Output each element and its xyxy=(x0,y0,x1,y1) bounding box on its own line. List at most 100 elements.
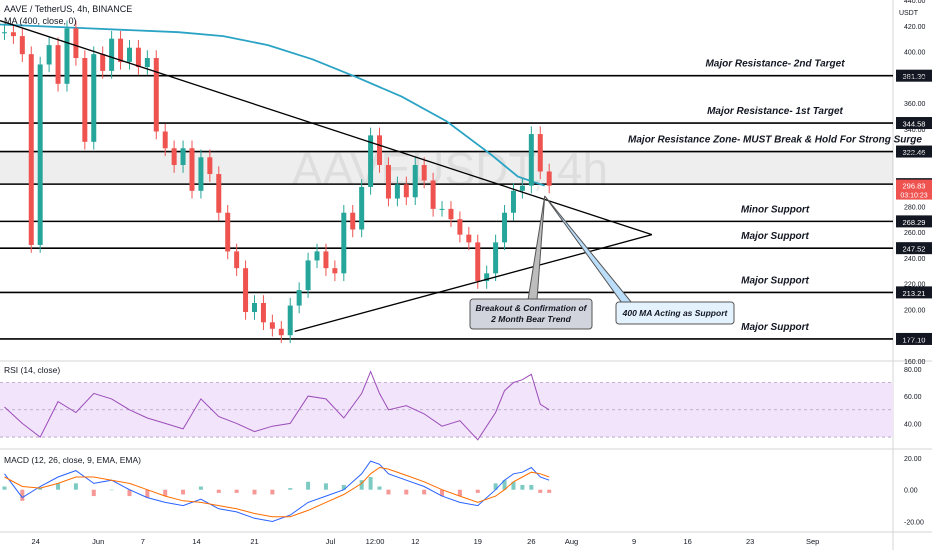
axes: 381.30344.58322.46297.18268.29247.52213.… xyxy=(32,0,932,546)
macd-histogram-bar xyxy=(547,489,552,493)
time-tick-label: 12 xyxy=(411,537,419,546)
macd-histogram-bar xyxy=(20,489,25,501)
macd-histogram-bar xyxy=(538,489,543,493)
macd-histogram-bar xyxy=(341,484,346,490)
macd-histogram-bar xyxy=(475,489,480,493)
candle-body xyxy=(278,328,284,336)
candle-body xyxy=(457,219,463,235)
candle-body xyxy=(10,32,16,37)
price-panel: Major Resistance- 2nd Target Major Resist… xyxy=(0,20,922,343)
macd-histogram-bar xyxy=(377,486,382,490)
price-tick-label: 180.00 xyxy=(904,333,926,340)
price-tick-label: 360.00 xyxy=(904,101,926,108)
symbol-title[interactable]: AAVE / TetherUS, 4h, BINANCE xyxy=(4,4,132,14)
callout-box[interactable] xyxy=(469,298,593,330)
macd-histogram-bar xyxy=(234,489,239,493)
macd-histogram-bar xyxy=(73,483,78,490)
level-price-tag xyxy=(896,332,932,345)
callout-box[interactable] xyxy=(615,301,735,325)
rsi-tick-label: 80.00 xyxy=(904,367,922,374)
macd-line xyxy=(4,460,550,523)
candle-body xyxy=(484,273,490,282)
candle-body xyxy=(528,134,534,186)
candle-body xyxy=(118,38,124,62)
macd-histogram-bar xyxy=(502,480,507,490)
candle-body xyxy=(234,251,240,269)
candle-body xyxy=(162,131,168,149)
candle-body xyxy=(430,180,436,209)
price-tick-label: 220.00 xyxy=(904,282,926,289)
macd-histogram-bar xyxy=(38,488,43,490)
level-price-label: 213.21 xyxy=(903,289,926,298)
candle-body xyxy=(153,58,159,132)
candle-body xyxy=(243,268,249,313)
price-tick-label: 440.00 xyxy=(904,0,926,5)
ma-legend[interactable]: MA (400, close, 0) xyxy=(4,16,77,26)
countdown-label: 03:10:23 xyxy=(900,193,927,200)
candle-body xyxy=(189,148,195,191)
macd-histogram-bar xyxy=(306,481,311,490)
candle-body xyxy=(287,305,293,336)
macd-histogram-bar xyxy=(181,489,186,495)
candle-body xyxy=(341,212,347,274)
price-tick-label: 320.00 xyxy=(904,153,926,160)
candle-body xyxy=(439,208,445,210)
candle-body xyxy=(314,251,320,261)
time-tick-label: 26 xyxy=(527,537,535,546)
candle-body xyxy=(502,212,508,243)
candle-body xyxy=(475,242,481,282)
price-tick-label: 260.00 xyxy=(904,230,926,237)
candle-body xyxy=(109,38,115,71)
candle-body xyxy=(225,212,231,252)
macd-histogram-bar xyxy=(109,489,114,491)
candle-body xyxy=(546,171,552,186)
level-annotation: Major Support xyxy=(741,322,809,333)
time-tick-label: 23 xyxy=(746,537,754,546)
level-price-tag xyxy=(896,117,932,130)
level-price-tag xyxy=(896,69,932,82)
price-tick-label: 420.00 xyxy=(904,24,926,31)
price-tick-label: 240.00 xyxy=(904,256,926,263)
macd-tick-label: 20.00 xyxy=(904,456,922,463)
level-price-tag xyxy=(896,242,932,255)
time-tick-label: Sep xyxy=(806,537,819,546)
candle-body xyxy=(323,251,329,269)
candle-body xyxy=(377,135,383,166)
macd-tick-label: 0.00 xyxy=(904,488,918,495)
candle-body xyxy=(73,28,79,59)
time-tick-label: 14 xyxy=(192,537,200,546)
candle-body xyxy=(252,302,258,313)
macd-histogram-bar xyxy=(520,484,525,490)
current-price-label: 296.83 xyxy=(903,182,926,191)
candle-body xyxy=(100,54,106,71)
macd-histogram-bar xyxy=(91,489,96,497)
candle-body xyxy=(448,208,454,220)
rsi-tick-label: 40.00 xyxy=(904,421,922,428)
candle-body xyxy=(19,36,25,55)
macd-histogram-bar xyxy=(440,489,445,497)
level-price-label: 268.29 xyxy=(903,218,926,227)
macd-tick-label: -20.00 xyxy=(904,519,924,526)
price-tick-label: 340.00 xyxy=(904,127,926,134)
macd-histogram-bar xyxy=(288,488,293,490)
time-tick-label: 24 xyxy=(32,537,40,546)
candle-body xyxy=(493,242,499,274)
macd-histogram-bar xyxy=(404,489,409,495)
candle-body xyxy=(91,54,97,142)
candle-body xyxy=(296,290,302,306)
price-tick-label: 280.00 xyxy=(904,204,926,211)
candle-body xyxy=(359,186,365,230)
signal-line xyxy=(4,466,550,518)
level-annotation: Major Resistance- 1st Target xyxy=(707,106,843,117)
level-annotation: Major Resistance Zone- MUST Break & Hold… xyxy=(628,135,922,146)
time-tick-label: 7 xyxy=(141,537,145,546)
macd-histogram-bar xyxy=(145,489,150,498)
macd-panel: MACD (12, 26, close, 9, EMA, EMA) xyxy=(2,455,552,523)
macd-histogram-bar xyxy=(457,489,462,497)
candle-body xyxy=(198,157,204,191)
candle-body xyxy=(64,28,70,84)
macd-histogram-bar xyxy=(368,477,373,490)
macd-histogram-bar xyxy=(2,486,7,490)
level-price-label: 344.58 xyxy=(903,120,926,129)
